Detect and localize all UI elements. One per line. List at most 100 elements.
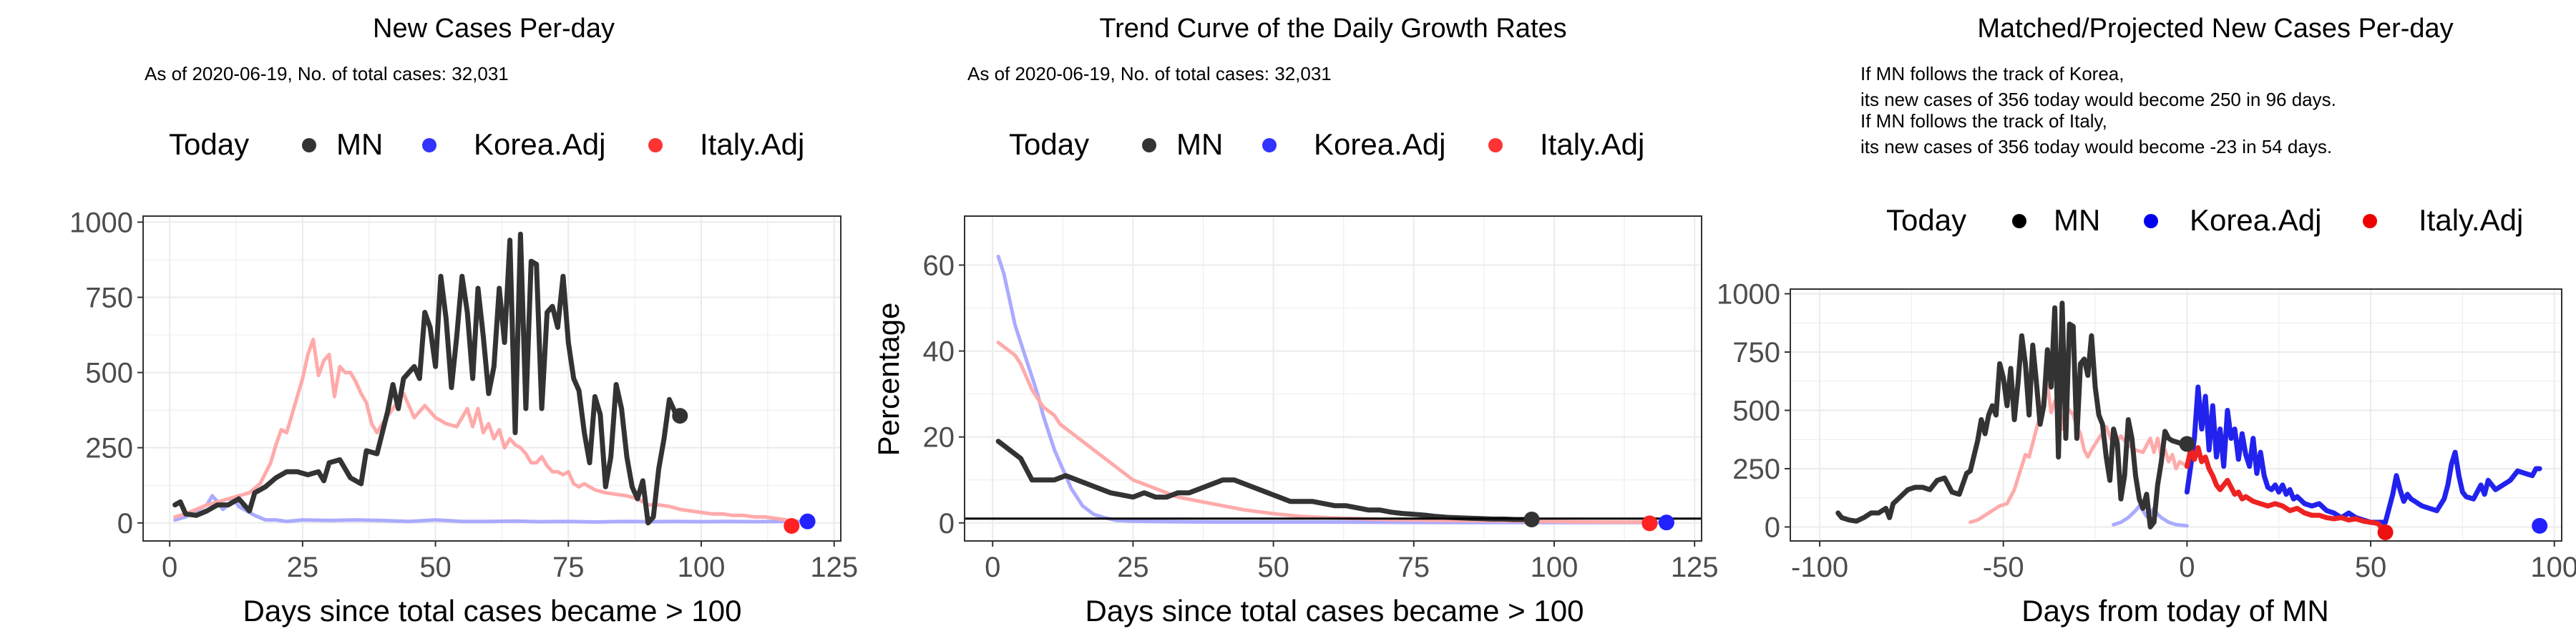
annotation-line: its new cases of 356 today would become … bbox=[1860, 89, 2336, 110]
legend: Today MN Korea.Adj Italy.Adj bbox=[1886, 203, 2523, 237]
gridlines bbox=[1790, 289, 2562, 541]
legend-key-italy bbox=[1488, 138, 1503, 152]
y-tick-label: 40 bbox=[923, 336, 955, 368]
series-line-italy bbox=[996, 341, 1646, 525]
panel-projection: Matched/Projected New Cases Per-day If M… bbox=[1717, 14, 2576, 628]
annotation-line: If MN follows the track of Italy, bbox=[1860, 110, 2107, 132]
x-tick-label: 50 bbox=[2355, 552, 2387, 583]
chart-title: New Cases Per-day bbox=[373, 14, 615, 44]
today-points bbox=[2179, 436, 2548, 540]
legend-label-korea: Korea.Adj bbox=[2190, 203, 2321, 237]
today-point-italy bbox=[1641, 515, 1658, 532]
panel-growth-rates: Trend Curve of the Daily Growth Rates As… bbox=[872, 14, 1719, 628]
x-tick-label: 25 bbox=[1117, 552, 1149, 583]
legend-label-italy: Italy.Adj bbox=[1540, 127, 1644, 161]
panel-border bbox=[1790, 288, 2562, 542]
x-axis-label: Days since total cases became > 100 bbox=[243, 594, 742, 628]
chart-title: Matched/Projected New Cases Per-day bbox=[1977, 14, 2453, 44]
x-tick-label: 0 bbox=[162, 552, 177, 583]
y-tick-label: 250 bbox=[85, 433, 133, 464]
chart-subtitle: As of 2020-06-19, No. of total cases: 32… bbox=[967, 63, 1332, 84]
today-point-mn bbox=[672, 408, 688, 424]
legend-title: Today bbox=[1886, 203, 1966, 237]
legend-key-mn bbox=[2012, 214, 2026, 228]
y-tick-label: 500 bbox=[85, 358, 133, 389]
series-line-korea bbox=[996, 254, 1663, 525]
today-point-korea bbox=[1658, 514, 1674, 531]
plot-area: 0 25 50 75 100 125 0 20 40 60 bbox=[923, 215, 1719, 583]
series-layer bbox=[995, 254, 1663, 525]
x-tick-label: -50 bbox=[1983, 552, 2024, 583]
y-tick-label: 750 bbox=[1732, 337, 1780, 369]
y-tick-label: 20 bbox=[923, 422, 955, 454]
y-axis-ticks: 0 20 40 60 bbox=[923, 250, 965, 540]
x-tick-label: -100 bbox=[1791, 552, 1848, 583]
x-axis-label: Days from today of MN bbox=[2021, 594, 2328, 628]
legend-title: Today bbox=[169, 127, 249, 161]
x-tick-label: 100 bbox=[1531, 552, 1579, 583]
panel-border bbox=[964, 215, 1702, 542]
today-points bbox=[672, 408, 816, 534]
series-line-korea-projected bbox=[2184, 384, 2542, 525]
today-point-italy bbox=[2377, 524, 2394, 540]
x-axis-ticks: 0 25 50 75 100 125 bbox=[162, 541, 858, 583]
y-axis-ticks: 0 250 500 750 1000 bbox=[1717, 279, 1790, 543]
gridlines bbox=[965, 216, 1702, 541]
x-tick-label: 125 bbox=[1671, 552, 1719, 583]
plot-area: -100 -50 0 50 100 0 250 500 750 1000 bbox=[1717, 279, 2576, 583]
x-tick-label: 25 bbox=[287, 552, 319, 583]
panel-new-cases: New Cases Per-day As of 2020-06-19, No. … bbox=[69, 14, 858, 628]
legend: Today MN Korea.Adj Italy.Adj bbox=[1009, 127, 1644, 161]
panel-border bbox=[142, 215, 841, 542]
legend-key-korea bbox=[2144, 214, 2158, 228]
y-axis-ticks: 0 250 500 750 1000 bbox=[69, 207, 143, 540]
legend-key-korea bbox=[1262, 138, 1277, 152]
x-tick-label: 0 bbox=[985, 552, 1000, 583]
x-tick-label: 0 bbox=[2179, 552, 2195, 583]
legend-key-mn bbox=[302, 138, 316, 152]
y-tick-label: 1000 bbox=[69, 207, 133, 238]
series-line-korea bbox=[173, 494, 804, 524]
legend-key-italy bbox=[2363, 214, 2377, 228]
x-tick-label: 50 bbox=[1257, 552, 1289, 583]
series-line-mn bbox=[995, 439, 1535, 522]
series-layer bbox=[1835, 301, 2542, 535]
legend-label-italy: Italy.Adj bbox=[2419, 203, 2523, 237]
y-tick-label: 250 bbox=[1732, 454, 1780, 485]
today-points bbox=[1523, 511, 1674, 532]
today-point-italy bbox=[784, 517, 800, 534]
legend-label-korea: Korea.Adj bbox=[1314, 127, 1445, 161]
annotation-line: its new cases of 356 today would become … bbox=[1860, 136, 2332, 157]
x-tick-label: 125 bbox=[810, 552, 858, 583]
x-tick-label: 75 bbox=[1398, 552, 1430, 583]
y-tick-label: 750 bbox=[85, 283, 133, 314]
y-tick-label: 1000 bbox=[1717, 279, 1780, 311]
legend-label-mn: MN bbox=[1176, 127, 1223, 161]
today-point-korea bbox=[2532, 517, 2548, 534]
y-axis-label: Percentage bbox=[872, 303, 905, 457]
x-axis-ticks: -100 -50 0 50 100 bbox=[1791, 541, 2576, 583]
x-tick-label: 100 bbox=[678, 552, 726, 583]
series-line-italy-projected bbox=[2184, 445, 2389, 535]
chart-subtitle: As of 2020-06-19, No. of total cases: 32… bbox=[145, 63, 509, 84]
series-line-mn bbox=[172, 231, 683, 526]
legend-label-mn: MN bbox=[336, 127, 383, 161]
gridlines bbox=[143, 216, 841, 541]
plot-area: 0 25 50 75 100 125 0 250 500 750 1000 bbox=[69, 207, 858, 583]
legend-label-mn: MN bbox=[2054, 203, 2100, 237]
x-axis-label: Days since total cases became > 100 bbox=[1085, 594, 1584, 628]
legend-key-italy bbox=[648, 138, 663, 152]
legend-label-korea: Korea.Adj bbox=[474, 127, 605, 161]
today-point-mn bbox=[1523, 511, 1540, 527]
y-tick-label: 60 bbox=[923, 250, 955, 281]
y-tick-label: 0 bbox=[939, 508, 955, 540]
x-axis-ticks: 0 25 50 75 100 125 bbox=[985, 541, 1719, 583]
y-tick-label: 0 bbox=[1765, 512, 1780, 543]
x-tick-label: 100 bbox=[2530, 552, 2576, 583]
annotation-line: If MN follows the track of Korea, bbox=[1860, 63, 2124, 84]
legend-label-italy: Italy.Adj bbox=[700, 127, 804, 161]
legend-key-korea bbox=[422, 138, 436, 152]
legend: Today MN Korea.Adj Italy.Adj bbox=[169, 127, 804, 161]
legend-title: Today bbox=[1009, 127, 1089, 161]
y-tick-label: 0 bbox=[117, 508, 133, 540]
